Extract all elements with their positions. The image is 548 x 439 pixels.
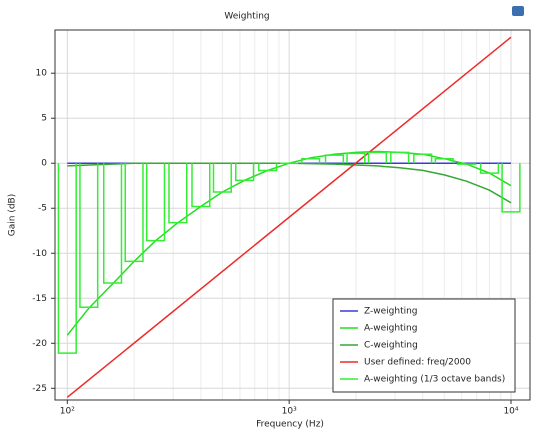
y-tick-label: -15: [32, 294, 47, 304]
band: [413, 153, 433, 164]
x-tick-label: 10⁴: [503, 407, 518, 417]
y-tick-label: -25: [32, 384, 47, 394]
legend-label: User defined: freq/2000: [364, 358, 471, 368]
band: [456, 163, 477, 165]
band: [57, 163, 77, 354]
series-line: [67, 162, 512, 204]
camera-icon[interactable]: [512, 6, 524, 16]
y-tick-label: 0: [41, 159, 47, 169]
band: [124, 163, 144, 263]
band: [479, 163, 500, 174]
band: [79, 163, 99, 309]
y-tick-label: -20: [32, 339, 47, 349]
band: [212, 163, 233, 193]
legend-label: Z-weighting: [364, 307, 418, 317]
legend-label: A-weighting: [364, 324, 417, 334]
band: [301, 157, 321, 164]
band: [258, 163, 278, 172]
chart-title: Weighting: [224, 12, 269, 22]
band: [390, 151, 410, 164]
band: [434, 157, 454, 164]
plot-frame: [54, 29, 531, 401]
y-axis-label: Gain (dB): [8, 194, 18, 236]
y-tick-label: -10: [32, 249, 47, 259]
band: [501, 163, 521, 213]
band: [145, 163, 166, 242]
x-tick-label: 10²: [60, 407, 75, 417]
legend-label: A-weighting (1/3 octave bands): [364, 375, 505, 385]
legend-label: C-weighting: [364, 341, 418, 351]
y-tick-label: 10: [36, 69, 48, 79]
band: [367, 151, 388, 164]
band: [235, 163, 255, 182]
legend-box: [332, 298, 516, 393]
y-tick-label: -5: [38, 204, 47, 214]
band: [168, 163, 188, 224]
band: [346, 152, 366, 164]
series-line: [66, 36, 512, 398]
x-axis-label: Frequency (Hz): [256, 420, 324, 430]
band: [102, 163, 123, 284]
band: [324, 154, 345, 164]
band: [191, 163, 211, 208]
y-tick-label: 5: [41, 114, 47, 124]
x-tick-label: 10³: [282, 407, 297, 417]
